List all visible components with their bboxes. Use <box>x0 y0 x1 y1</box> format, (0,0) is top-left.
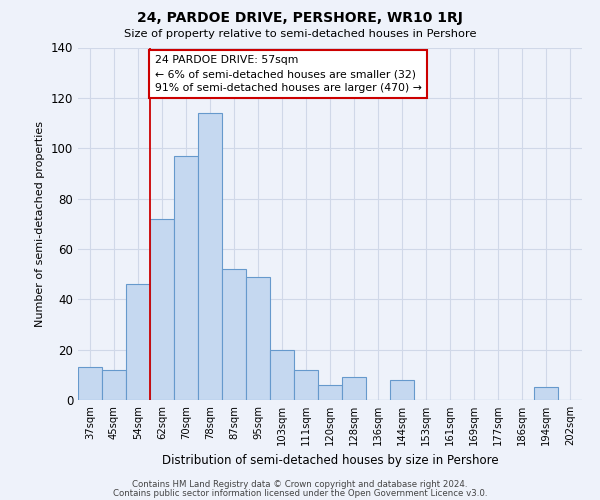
Bar <box>198 113 222 400</box>
Bar <box>78 368 102 400</box>
Bar <box>318 385 342 400</box>
Bar <box>294 370 318 400</box>
Text: Size of property relative to semi-detached houses in Pershore: Size of property relative to semi-detach… <box>124 29 476 39</box>
X-axis label: Distribution of semi-detached houses by size in Pershore: Distribution of semi-detached houses by … <box>161 454 499 466</box>
Text: 24 PARDOE DRIVE: 57sqm
← 6% of semi-detached houses are smaller (32)
91% of semi: 24 PARDOE DRIVE: 57sqm ← 6% of semi-deta… <box>155 55 422 93</box>
Bar <box>270 350 294 400</box>
Bar <box>246 276 270 400</box>
Text: Contains public sector information licensed under the Open Government Licence v3: Contains public sector information licen… <box>113 489 487 498</box>
Bar <box>102 370 126 400</box>
Bar <box>222 269 246 400</box>
Bar <box>174 156 198 400</box>
Text: Contains HM Land Registry data © Crown copyright and database right 2024.: Contains HM Land Registry data © Crown c… <box>132 480 468 489</box>
Bar <box>150 218 174 400</box>
Bar <box>534 388 558 400</box>
Y-axis label: Number of semi-detached properties: Number of semi-detached properties <box>35 120 45 327</box>
Bar <box>390 380 414 400</box>
Text: 24, PARDOE DRIVE, PERSHORE, WR10 1RJ: 24, PARDOE DRIVE, PERSHORE, WR10 1RJ <box>137 11 463 25</box>
Bar <box>126 284 150 400</box>
Bar <box>342 378 366 400</box>
